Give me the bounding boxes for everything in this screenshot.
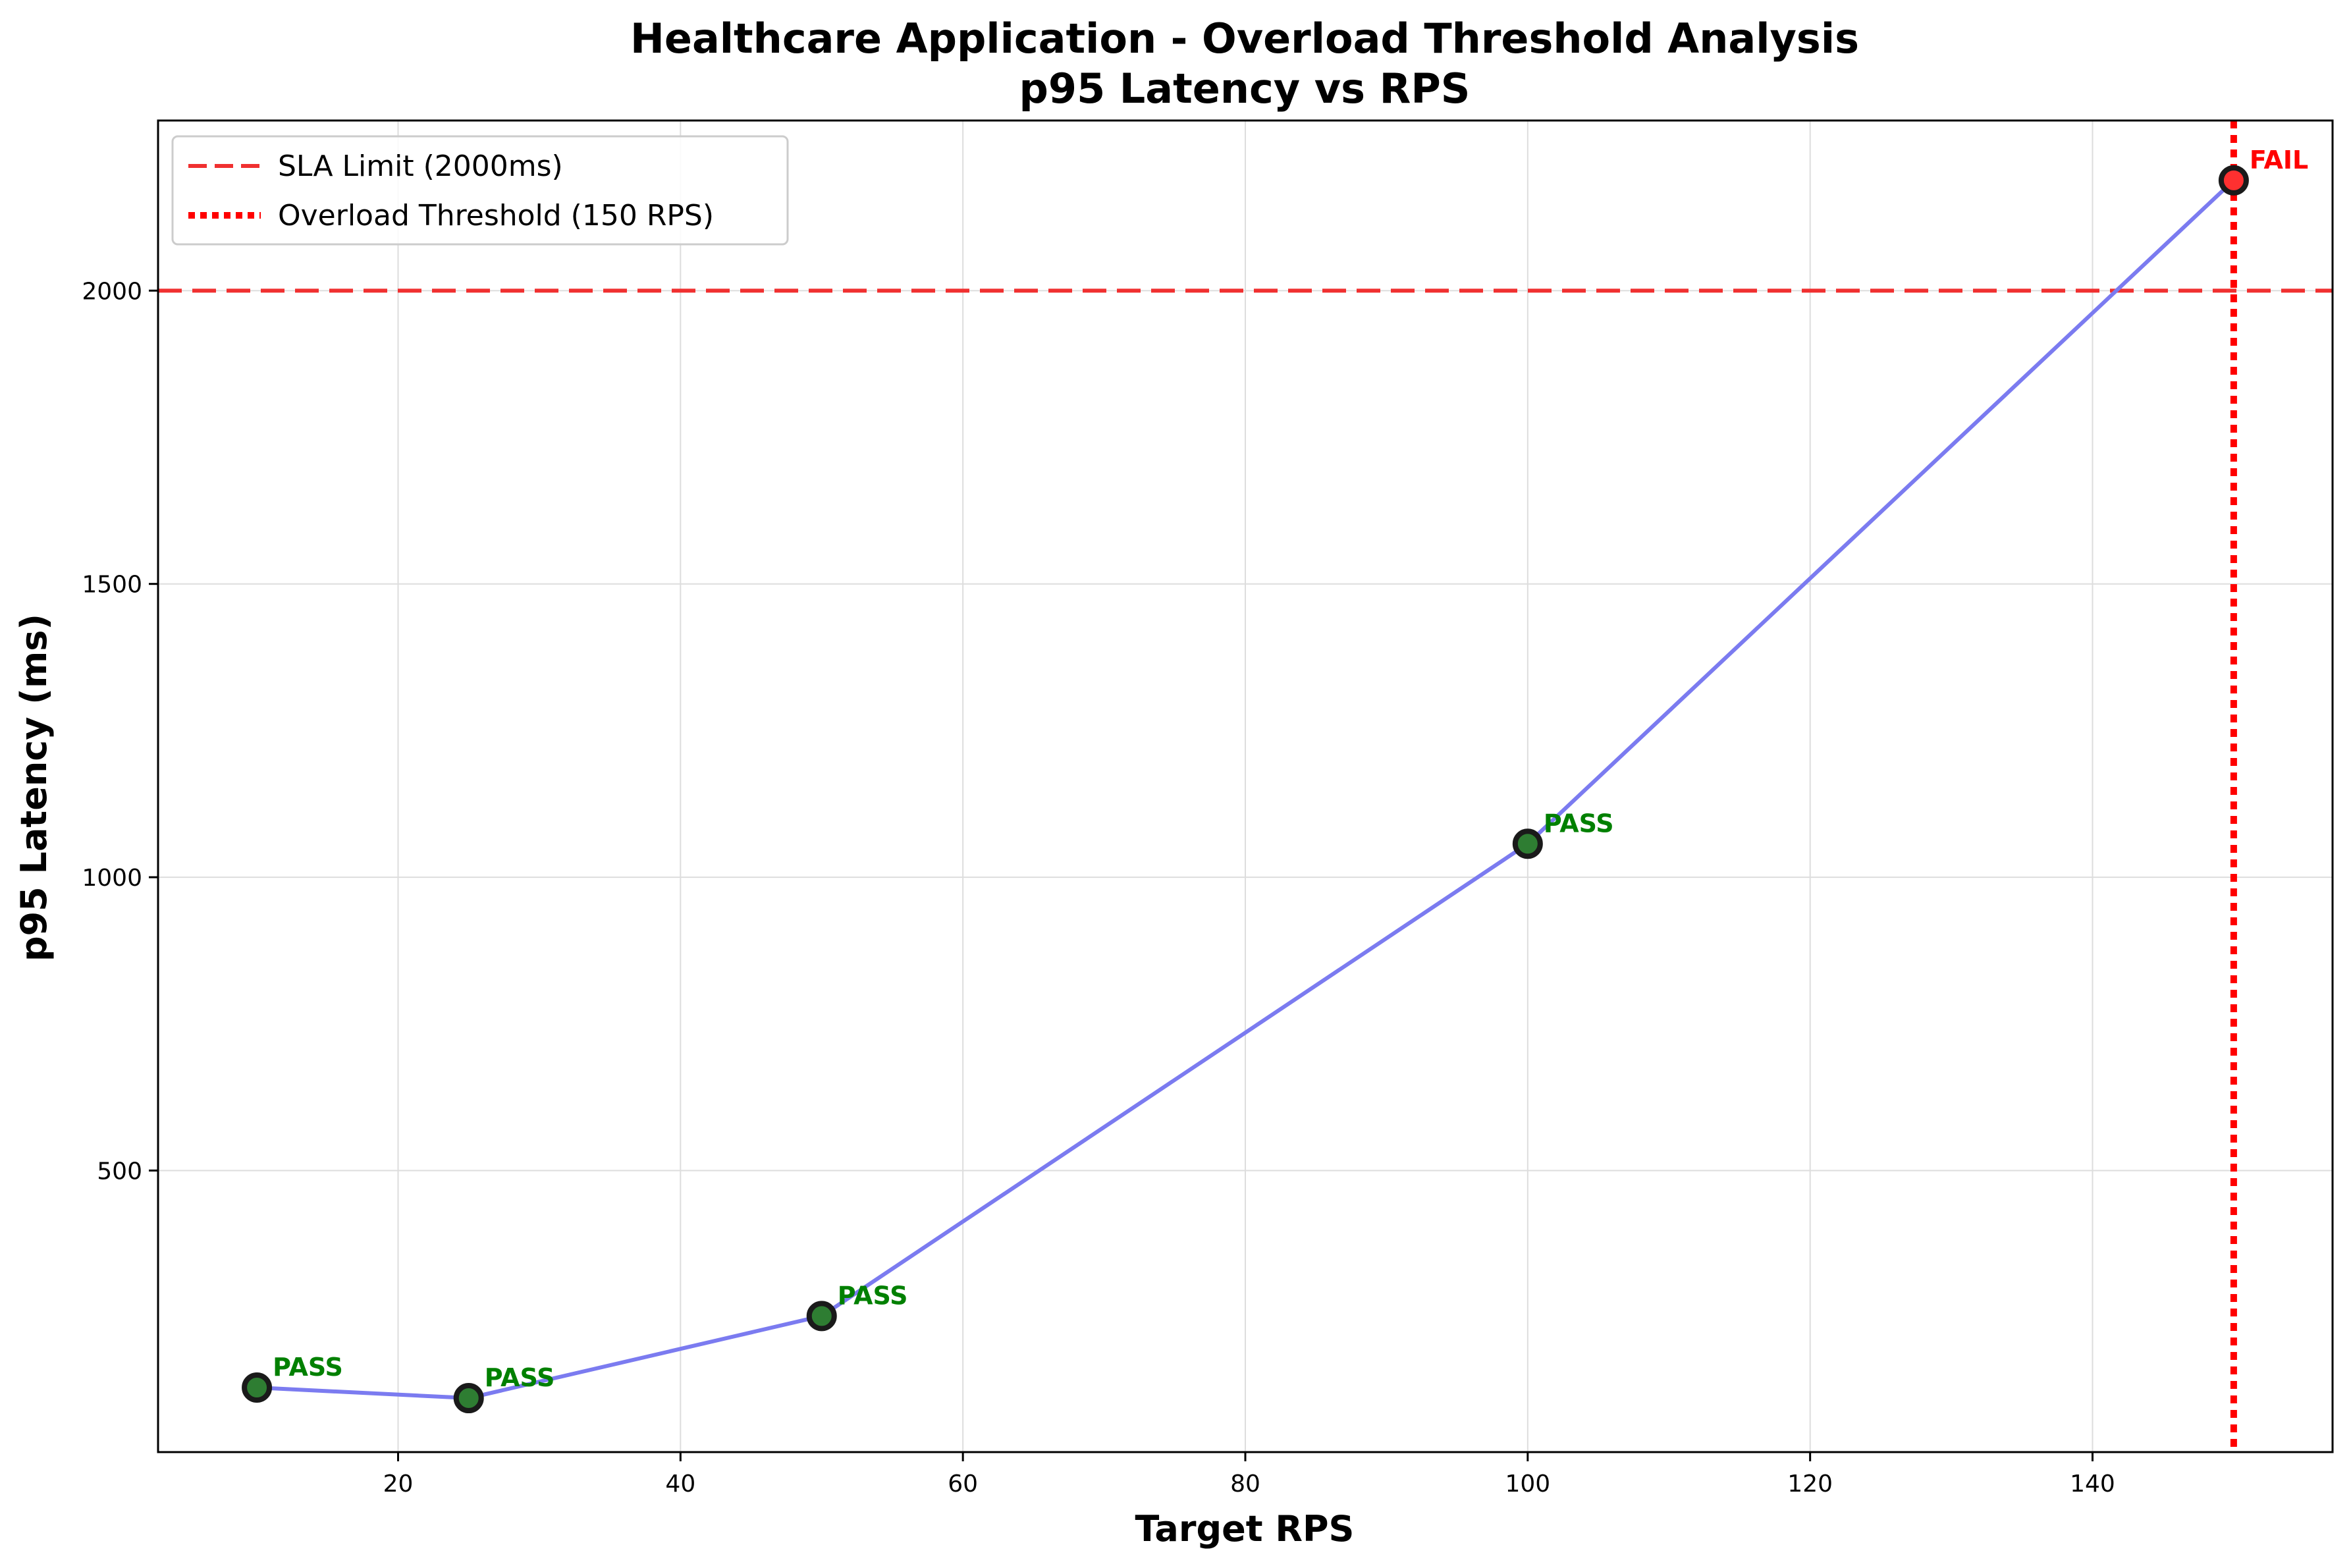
x-tick-label: 20 <box>383 1471 414 1498</box>
y-tick-label: 500 <box>97 1158 142 1185</box>
x-tick-label: 140 <box>2070 1471 2115 1498</box>
status-label: PASS <box>485 1363 555 1392</box>
legend-entry: SLA Limit (2000ms) <box>278 149 563 183</box>
status-label: FAIL <box>2250 146 2308 175</box>
point-labels: PASS PASS PASS PASS FAIL <box>273 146 2308 1392</box>
status-label: PASS <box>838 1281 908 1310</box>
x-axis-ticks: 20 40 60 80 100 120 140 <box>383 1452 2115 1498</box>
legend-entry: Overload Threshold (150 RPS) <box>278 199 714 232</box>
status-label: PASS <box>273 1353 343 1382</box>
x-tick-label: 60 <box>948 1471 978 1498</box>
legend: SLA Limit (2000ms) Overload Threshold (15… <box>171 135 789 246</box>
data-point <box>806 1301 837 1332</box>
y-axis-label: p95 Latency (ms) <box>13 614 55 961</box>
y-tick-label: 1000 <box>82 865 142 892</box>
data-point <box>1512 828 1543 859</box>
x-tick-label: 40 <box>665 1471 695 1498</box>
y-tick-label: 2000 <box>82 278 142 305</box>
data-point <box>242 1372 273 1403</box>
reference-lines <box>158 121 2333 1452</box>
data-point <box>453 1383 484 1414</box>
grid <box>158 121 2333 1452</box>
x-tick-label: 100 <box>1505 1471 1550 1498</box>
legend-box <box>171 135 789 246</box>
data-point <box>2218 165 2249 196</box>
x-tick-label: 120 <box>1787 1471 1833 1498</box>
status-label: PASS <box>1544 809 1614 838</box>
y-tick-label: 1500 <box>82 572 142 599</box>
chart-title: Healthcare Application - Overload Thresh… <box>630 14 1859 63</box>
chart-subtitle: p95 Latency vs RPS <box>1019 65 1471 113</box>
x-tick-label: 80 <box>1230 1471 1260 1498</box>
x-axis-label: Target RPS <box>1135 1508 1355 1550</box>
y-axis-ticks: 500 1000 1500 2000 <box>82 278 158 1185</box>
series <box>242 165 2249 1414</box>
